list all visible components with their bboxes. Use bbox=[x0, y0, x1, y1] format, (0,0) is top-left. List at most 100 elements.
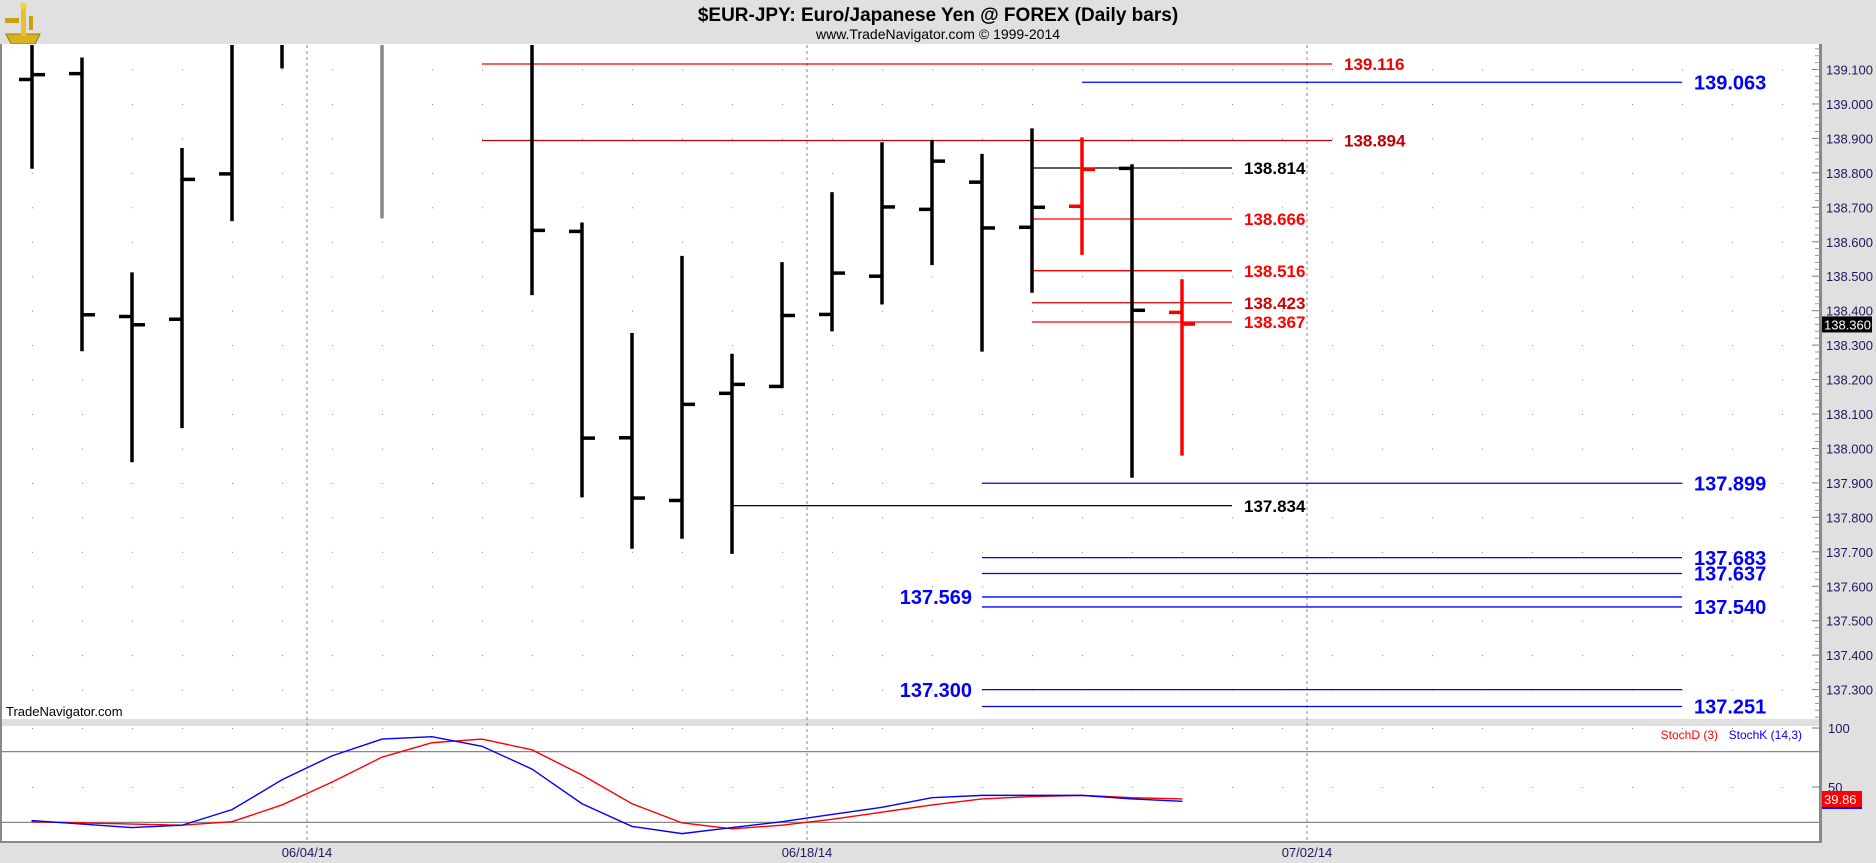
grid-dot bbox=[1282, 728, 1283, 729]
grid-dot bbox=[932, 787, 933, 788]
stoch-point bbox=[231, 821, 233, 823]
grid-dot bbox=[782, 517, 783, 519]
grid-dot bbox=[382, 276, 383, 278]
grid-dot bbox=[482, 689, 483, 691]
grid-dot bbox=[1232, 379, 1233, 381]
grid-dot bbox=[1182, 276, 1183, 278]
grid-dot bbox=[832, 172, 833, 174]
grid-dot bbox=[1032, 414, 1033, 415]
grid-dot bbox=[182, 482, 183, 484]
grid-dot bbox=[732, 138, 733, 140]
ohlc-bar bbox=[69, 57, 95, 352]
grid-dot bbox=[432, 728, 433, 729]
grid-dot bbox=[1632, 620, 1633, 622]
grid-dot bbox=[932, 103, 933, 105]
grid-dot bbox=[1132, 551, 1133, 553]
grid-dot bbox=[1732, 276, 1733, 278]
stoch-point bbox=[281, 779, 283, 781]
grid-dot bbox=[32, 655, 33, 657]
grid-dot bbox=[832, 345, 833, 347]
grid-dot bbox=[1682, 655, 1683, 657]
grid-dot bbox=[982, 728, 983, 729]
grid-dot bbox=[782, 414, 783, 415]
grid-dot bbox=[1532, 517, 1533, 519]
left-border bbox=[0, 44, 2, 841]
grid-dot bbox=[732, 276, 733, 278]
grid-dot bbox=[882, 551, 883, 553]
grid-dot bbox=[782, 586, 783, 588]
grid-dot bbox=[1332, 138, 1333, 140]
grid-dot bbox=[282, 517, 283, 519]
level-label: 137.683 bbox=[1694, 548, 1766, 570]
grid-dot bbox=[1632, 241, 1633, 243]
stoch-point bbox=[431, 736, 433, 738]
grid-dot bbox=[1432, 586, 1433, 588]
grid-dot bbox=[482, 551, 483, 553]
ohlc-bar bbox=[1019, 128, 1045, 293]
grid-dot bbox=[882, 517, 883, 519]
grid-dot bbox=[1682, 103, 1683, 105]
grid-dot bbox=[1382, 310, 1383, 312]
grid-dot bbox=[282, 787, 283, 788]
grid-dot bbox=[1282, 345, 1283, 347]
stoch-point bbox=[131, 826, 133, 829]
grid-dot bbox=[632, 728, 633, 729]
grid-dot bbox=[1032, 586, 1033, 588]
grid-dot bbox=[632, 787, 633, 788]
grid-dot bbox=[1482, 103, 1483, 105]
grid-dot bbox=[482, 345, 483, 347]
grid-dot bbox=[1732, 414, 1733, 415]
grid-dot bbox=[1332, 414, 1333, 415]
grid-dot bbox=[332, 241, 333, 243]
grid-dot bbox=[1432, 655, 1433, 657]
grid-dot bbox=[382, 310, 383, 312]
price-tick-label: 137.700 bbox=[1826, 545, 1873, 560]
grid-dot bbox=[1232, 586, 1233, 588]
grid-dot bbox=[682, 728, 683, 729]
grid-dot bbox=[932, 517, 933, 519]
grid-dot bbox=[132, 241, 133, 243]
grid-dot bbox=[332, 482, 333, 484]
grid-dot bbox=[432, 482, 433, 484]
grid-dot bbox=[332, 379, 333, 381]
grid-dot bbox=[582, 138, 583, 140]
grid-dot bbox=[1482, 379, 1483, 381]
ohlc-bar bbox=[1069, 137, 1095, 255]
grid-dot bbox=[1232, 69, 1233, 71]
grid-dot bbox=[182, 689, 183, 691]
grid-dot bbox=[1532, 620, 1533, 622]
grid-dot bbox=[1532, 345, 1533, 347]
grid-dot bbox=[1482, 345, 1483, 347]
grid-dot bbox=[232, 414, 233, 415]
grid-dot bbox=[982, 138, 983, 140]
stoch-point bbox=[931, 797, 933, 799]
grid-dot bbox=[1382, 414, 1383, 415]
grid-dot bbox=[1132, 517, 1133, 519]
grid-dot bbox=[882, 448, 883, 450]
stoch-point bbox=[131, 823, 133, 825]
stoch-point bbox=[1031, 795, 1033, 798]
grid-dot bbox=[732, 620, 733, 622]
grid-dot bbox=[1782, 728, 1783, 729]
grid-dot bbox=[1432, 172, 1433, 174]
grid-dot bbox=[782, 103, 783, 105]
grid-dot bbox=[732, 787, 733, 788]
grid-dot bbox=[1082, 69, 1083, 71]
grid-dot bbox=[1032, 69, 1033, 71]
grid-dot bbox=[1432, 138, 1433, 140]
date-tick-label: 06/18/14 bbox=[782, 845, 833, 860]
grid-dot bbox=[732, 345, 733, 347]
grid-dot bbox=[1782, 517, 1783, 519]
grid-dot bbox=[1382, 345, 1383, 347]
grid-dot bbox=[1532, 172, 1533, 174]
price-tick-label: 138.400 bbox=[1826, 304, 1873, 319]
grid-dot bbox=[632, 276, 633, 278]
grid-dot bbox=[1282, 69, 1283, 71]
grid-dot bbox=[1032, 787, 1033, 788]
grid-dot bbox=[182, 517, 183, 519]
grid-dot bbox=[882, 728, 883, 729]
grid-dot bbox=[782, 620, 783, 622]
price-tick-label: 137.300 bbox=[1826, 683, 1873, 698]
grid-dot bbox=[782, 69, 783, 71]
grid-dot bbox=[1632, 103, 1633, 105]
